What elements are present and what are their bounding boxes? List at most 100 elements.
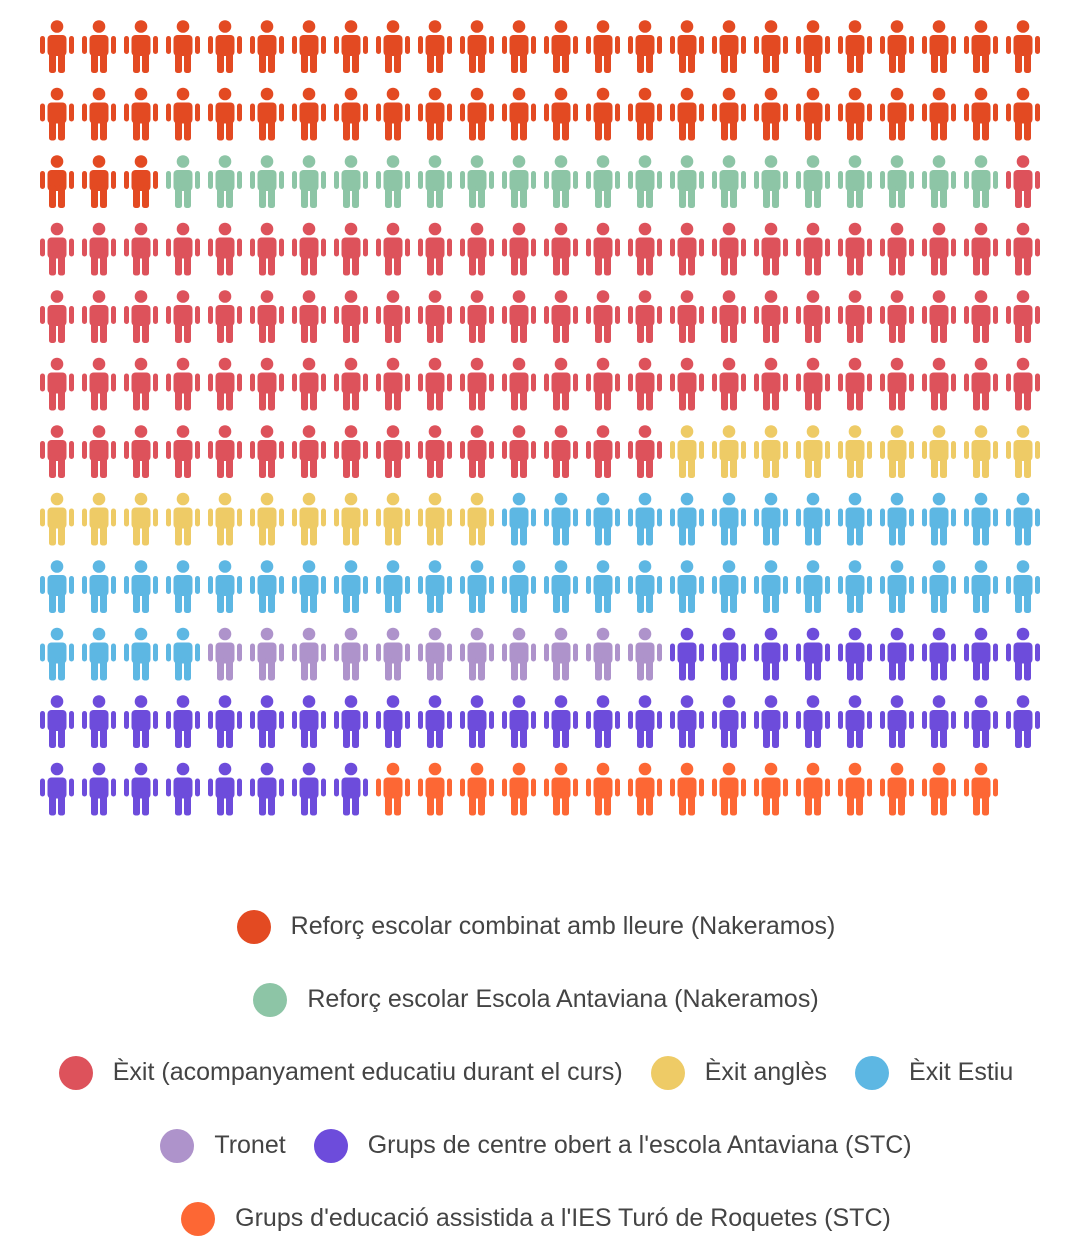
person-icon [670,155,704,208]
person-icon [82,87,116,141]
person-icon [880,290,914,343]
person-icon [376,222,410,276]
person-icon [754,425,788,478]
person-icon [922,762,956,816]
person-icon [754,695,788,748]
person-icon [292,155,326,208]
person-icon [586,627,620,681]
person-icon [628,87,662,141]
person-icon [124,492,158,546]
person-icon [334,87,368,141]
person-icon [40,560,74,613]
legend-label: Reforç escolar Escola Antaviana (Nakeram… [307,985,819,1013]
person-icon [166,357,200,411]
person-icon [460,492,494,546]
person-icon [670,560,704,613]
person-icon [838,87,872,141]
person-icon [250,290,284,343]
person-icon [628,290,662,343]
person-icon [124,357,158,411]
person-icon [250,762,284,816]
person-icon [124,87,158,141]
person-icon [208,222,242,276]
person-icon [838,357,872,411]
person-icon [586,762,620,816]
legend-label: Grups d'educació assistida a l'IES Turó … [235,1204,891,1232]
person-icon [754,155,788,208]
person-icon [796,87,830,141]
person-icon [82,762,116,816]
person-icon [460,20,494,73]
person-icon [376,560,410,613]
person-icon [376,695,410,748]
person-icon [922,695,956,748]
person-icon [670,695,704,748]
person-icon [544,492,578,546]
legend-item: Èxit (acompanyament educatiu durant el c… [58,1055,623,1090]
person-icon [124,155,158,208]
person-icon [628,560,662,613]
person-icon [838,155,872,208]
person-icon [586,695,620,748]
person-icon [796,425,830,478]
person-icon [544,695,578,748]
person-icon [418,627,452,681]
person-icon [1006,627,1040,681]
person-icon [712,357,746,411]
person-icon [418,87,452,141]
person-icon [166,762,200,816]
person-icon [166,627,200,681]
person-icon [376,425,410,478]
person-icon [586,425,620,478]
person-icon [838,492,872,546]
person-icon [82,357,116,411]
person-icon [40,155,74,208]
person-icon [670,222,704,276]
person-icon [922,222,956,276]
legend-item: Reforç escolar combinat amb lleure (Nake… [236,909,835,944]
person-icon [712,425,746,478]
legend-swatch [160,1128,195,1163]
person-icon [922,492,956,546]
person-icon [166,492,200,546]
person-icon [544,290,578,343]
person-icon [670,627,704,681]
person-icon [250,357,284,411]
person-icon [334,222,368,276]
person-icon [82,627,116,681]
person-icon [754,762,788,816]
person-icon [250,222,284,276]
person-icon [628,425,662,478]
person-icon [376,290,410,343]
person-icon [418,155,452,208]
person-icon [754,87,788,141]
legend-row: Tronet Grups de centre obert a l'escola A… [0,1109,1072,1182]
person-icon [418,492,452,546]
person-icon [82,695,116,748]
person-icon [880,762,914,816]
person-icon [586,560,620,613]
person-icon [964,492,998,546]
person-icon [754,20,788,73]
person-icon [502,425,536,478]
person-icon [502,357,536,411]
person-icon [502,222,536,276]
person-icon [334,627,368,681]
person-icon [460,762,494,816]
person-icon [502,290,536,343]
person-icon [40,357,74,411]
person-icon [334,695,368,748]
person-icon [250,560,284,613]
person-icon [208,155,242,208]
person-icon [628,222,662,276]
legend-item: Èxit Estiu [855,1055,1013,1090]
person-icon [376,357,410,411]
legend-swatch [855,1055,890,1090]
person-icon [208,560,242,613]
person-icon [964,290,998,343]
person-icon [502,155,536,208]
person-icon [124,425,158,478]
person-icon [586,155,620,208]
person-icon [922,560,956,613]
legend-label: Grups de centre obert a l'escola Antavia… [367,1131,912,1159]
